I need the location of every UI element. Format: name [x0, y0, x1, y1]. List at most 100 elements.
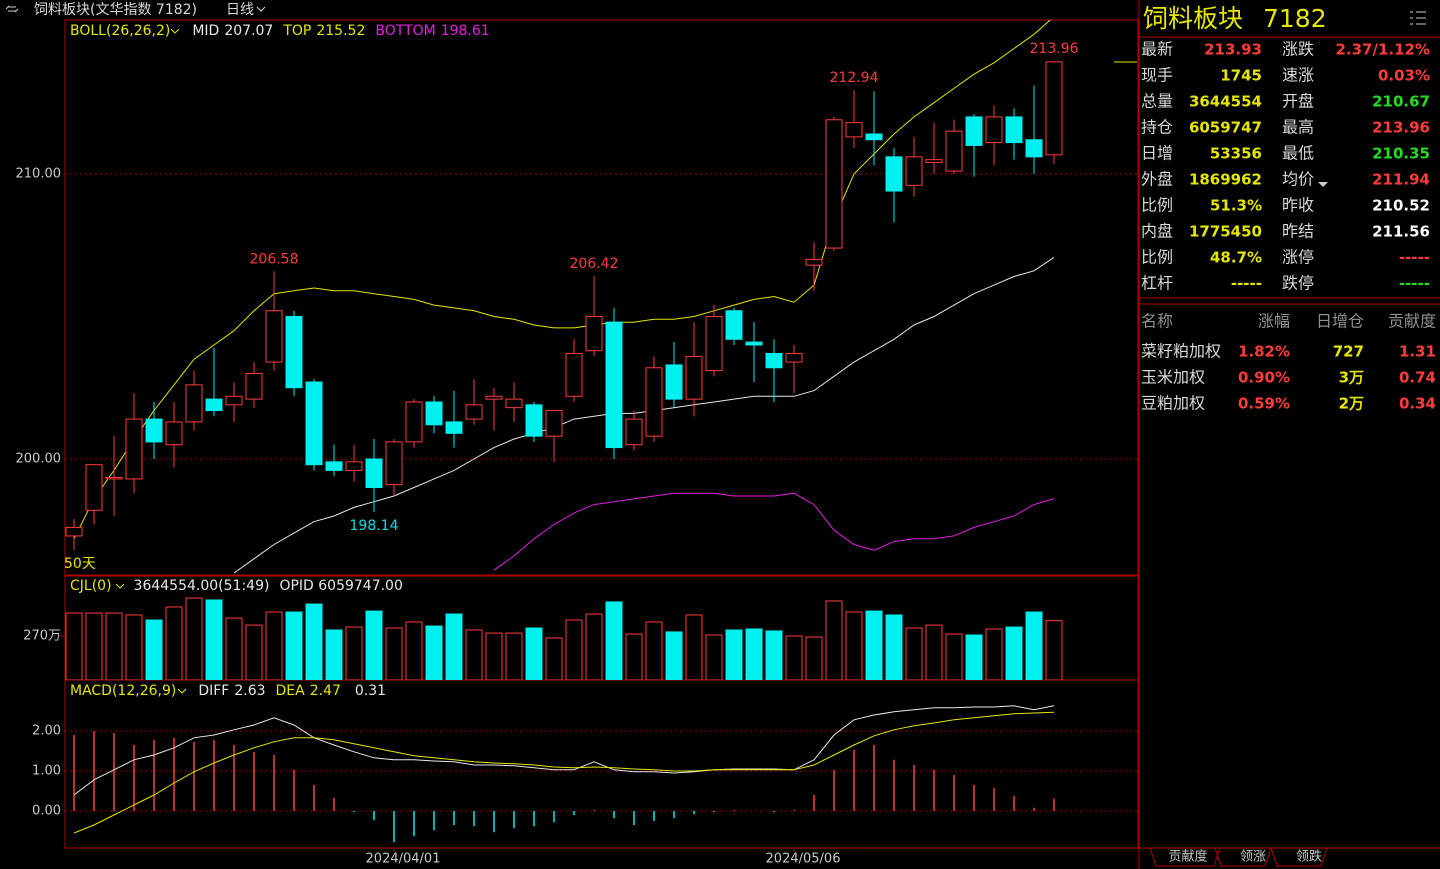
quote-value: 211.94 — [1372, 171, 1430, 189]
volume-bar — [605, 601, 623, 680]
quote-label: 杠杆 — [1141, 274, 1173, 293]
legend-item: 3644554.00(51:49) — [134, 578, 270, 594]
volume-bar — [545, 637, 563, 680]
volume-bar — [125, 614, 143, 680]
legend-item: 2.47 — [310, 683, 341, 699]
candle-body — [785, 353, 803, 363]
quote-label: 内盘 — [1141, 222, 1173, 241]
candle-body — [865, 133, 883, 141]
volume-bar — [345, 626, 363, 680]
link-icon — [5, 5, 19, 13]
candle-body — [365, 458, 383, 488]
quote-label: 最低 — [1282, 144, 1314, 163]
volume-bar — [825, 600, 843, 680]
quote-value: 2.37/1.12% — [1335, 41, 1430, 59]
candle-body — [325, 461, 343, 471]
candle-body — [245, 372, 263, 400]
candle-body — [665, 364, 683, 400]
candle-body — [125, 418, 143, 480]
quote-value: 210.35 — [1372, 145, 1430, 163]
y-tick-label: 1.00 — [32, 764, 61, 779]
quote-label: 持仓 — [1141, 118, 1173, 137]
table-cell: 1.82% — [1238, 343, 1290, 361]
table-cell: 菜籽粕加权 — [1141, 342, 1221, 361]
y-tick-label: 2.00 — [32, 724, 61, 739]
tab[interactable]: 贡献度 — [1168, 849, 1207, 865]
table-cell: 0.74 — [1399, 369, 1436, 387]
volume-bar — [525, 627, 543, 680]
quote-label: 日增 — [1141, 144, 1173, 163]
legend-item: CJL(0) — [70, 578, 112, 594]
volume-bar — [645, 621, 663, 680]
table-cell: 3万 — [1339, 369, 1364, 387]
quote-value: 3644554 — [1189, 93, 1262, 111]
candle-body — [585, 315, 603, 352]
quote-value: 1775450 — [1189, 223, 1262, 241]
y-tick-label: 200.00 — [16, 451, 62, 466]
chevron — [177, 688, 187, 694]
column-header: 名称 — [1141, 312, 1173, 331]
quote-value: 211.56 — [1372, 223, 1430, 241]
x-tick-label: 2024/04/01 — [366, 852, 441, 867]
plot — [65, 20, 1138, 574]
tab[interactable]: 领涨 — [1240, 850, 1266, 865]
volume-bar — [65, 612, 83, 680]
period-label: 50天 — [64, 556, 96, 572]
quote-panel: 饲料板块 7182 最新 213.93 涨跌 2.37/1.12% 现手 1745 速涨 0.03… — [1139, 4, 1440, 867]
volume-bar — [1005, 626, 1023, 680]
tab-shape — [1149, 847, 1221, 867]
period-select[interactable]: 日线 — [226, 2, 254, 18]
indicator-legend: CJL(0) 3644554.00(51:49) OPID 6059747.00 — [70, 578, 403, 594]
indicator-line — [73, 711, 1055, 834]
table-cell: 0.34 — [1399, 395, 1436, 413]
volume-bar — [185, 597, 203, 680]
candle-body — [305, 381, 323, 466]
quote-label: 跌停 — [1282, 274, 1314, 293]
quote-label: 总量 — [1141, 92, 1173, 111]
candle-body — [1025, 139, 1043, 158]
quote-value: 6059747 — [1189, 119, 1262, 137]
quote-value: 53356 — [1210, 145, 1262, 163]
volume-bar — [765, 630, 783, 680]
table-cell: 727 — [1333, 343, 1364, 361]
main-frame — [64, 19, 1139, 576]
candle-body — [225, 395, 243, 406]
high-label: 206.42 — [570, 256, 619, 272]
candle-body — [725, 310, 743, 340]
candle-body — [65, 526, 83, 537]
candle-body — [265, 310, 283, 363]
candle-body — [285, 315, 303, 389]
chevron — [115, 583, 125, 589]
volume-bar — [105, 612, 123, 680]
volume-bar — [85, 612, 103, 680]
y-tick-label: 210.00 — [16, 166, 62, 181]
y-tick-label: 270万 — [23, 628, 61, 643]
quote-value: ----- — [1399, 249, 1430, 267]
candle-body — [85, 464, 103, 511]
volume-bar — [945, 633, 963, 680]
candle-body — [965, 116, 983, 146]
legend-item: TOP — [282, 23, 311, 39]
low-label: 198.14 — [350, 518, 399, 534]
table-cell: 0.90% — [1238, 369, 1290, 387]
candle-body — [105, 477, 123, 480]
volume-bar — [1025, 611, 1043, 680]
volume-bar — [225, 617, 243, 680]
high-label: 212.94 — [830, 70, 879, 86]
volume-bar — [845, 611, 863, 680]
quote-value: 0.03% — [1378, 67, 1430, 85]
candle-body — [185, 384, 203, 423]
candle-body — [1005, 116, 1023, 144]
indicator-line — [233, 256, 1055, 574]
quote-value: 1869962 — [1189, 171, 1262, 189]
tab[interactable]: 领跌 — [1296, 849, 1322, 865]
candle-body — [205, 398, 223, 412]
volume-bar — [585, 613, 603, 680]
volume-bar — [285, 611, 303, 680]
quote-label: 涨停 — [1282, 248, 1314, 267]
candle-body — [805, 258, 823, 266]
legend-item: DEA — [276, 683, 306, 699]
candle-body — [605, 321, 623, 449]
chevron — [170, 28, 180, 34]
